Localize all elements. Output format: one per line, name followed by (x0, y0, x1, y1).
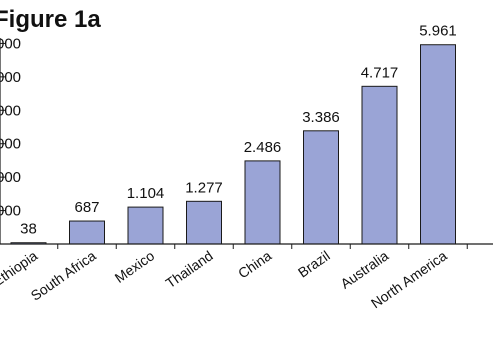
data-label: 3.386 (302, 109, 340, 126)
data-label: 38 (20, 221, 37, 238)
data-labels: 38 687 1.104 1.277 2.486 3.386 4.717 5.961 (20, 23, 457, 238)
y-axis-tick-label: 000 (0, 203, 21, 220)
y-axis-tick-labels: 000 000 000 000 000 000 (0, 35, 21, 219)
bar-south-africa (69, 220, 105, 245)
bar-thailand (186, 200, 222, 245)
y-axis-tick-label: 000 (0, 35, 21, 52)
y-axis-tick-label: 000 (0, 102, 21, 119)
data-label: 1.104 (127, 185, 165, 202)
y-axis-tick-label: 000 (0, 136, 21, 153)
y-axis-ticks (0, 42, 5, 212)
data-label: 2.486 (244, 139, 282, 156)
axes (0, 38, 493, 245)
bar-mexico (127, 206, 164, 245)
y-axis-tick-label: 000 (0, 169, 21, 186)
bar-brazil (303, 130, 339, 245)
data-label: 4.717 (361, 64, 399, 81)
category-label: China (235, 247, 274, 281)
bar-australia (361, 85, 398, 245)
category-label: South Africa (28, 247, 99, 304)
category-label: Ethiopia (0, 247, 40, 289)
bar-china (244, 160, 281, 245)
bar-north-america (420, 44, 456, 245)
x-axis-ticks (57, 244, 468, 249)
data-label: 1.277 (185, 179, 223, 196)
category-label: Mexico (112, 247, 158, 286)
data-label: 5.961 (419, 23, 457, 40)
category-label: Australia (337, 247, 391, 291)
figure-title: Figure 1a (0, 6, 101, 33)
data-label: 687 (74, 199, 99, 216)
category-label: Thailand (163, 247, 216, 291)
bars (10, 44, 456, 245)
category-label: Brazil (295, 247, 333, 280)
y-axis-tick-label: 000 (0, 69, 21, 86)
